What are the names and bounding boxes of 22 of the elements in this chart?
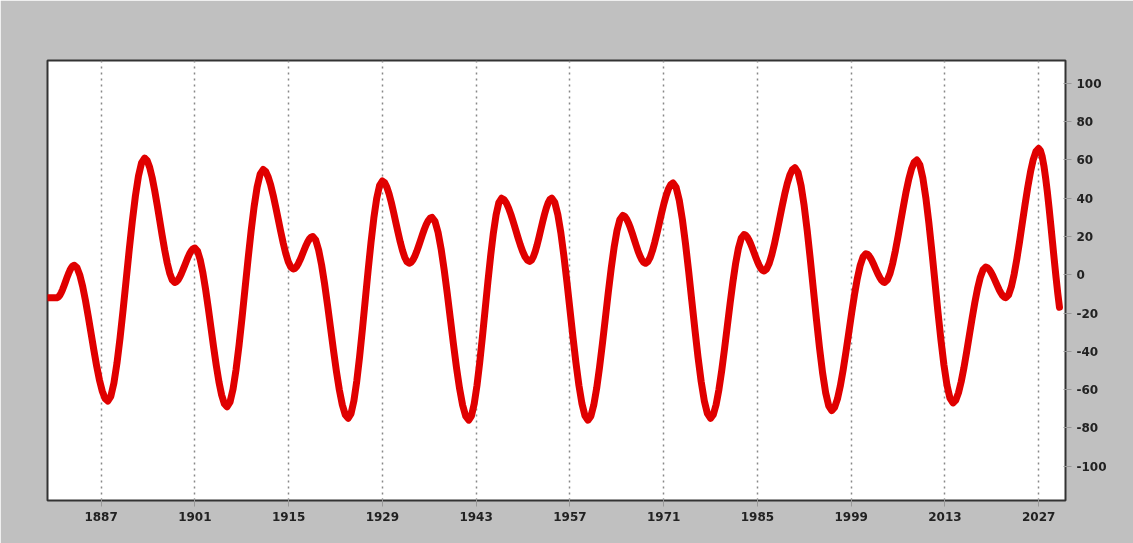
y-tick-label: -20 [1076,306,1099,321]
y-tick-label: 20 [1076,230,1094,244]
x-tick-label: 1957 [553,509,587,524]
y-tick-label: -100 [1076,459,1107,474]
x-tick-label: 1887 [84,509,118,524]
x-tick-label: 1971 [646,509,681,524]
x-tick-label: 2013 [928,509,962,524]
y-tick-label: -40 [1076,344,1099,359]
y-tick-label: 60 [1076,153,1094,168]
y-tick-label: 80 [1076,115,1094,130]
x-tick-label: 1943 [459,509,493,524]
x-tick-label: 1915 [271,509,306,524]
x-tick-label: 1901 [178,509,212,524]
x-tick-label: 1999 [834,509,868,524]
x-tick-label: 1985 [740,509,775,524]
y-tick-label: -80 [1076,421,1099,436]
x-tick-label: 1929 [365,509,400,524]
y-tick-label: 0 [1076,268,1085,283]
y-tick-label: 40 [1076,191,1094,206]
y-tick-label: -60 [1076,383,1099,398]
y-tick-label: 100 [1076,76,1102,91]
x-tick-label: 2027 [1022,509,1056,524]
